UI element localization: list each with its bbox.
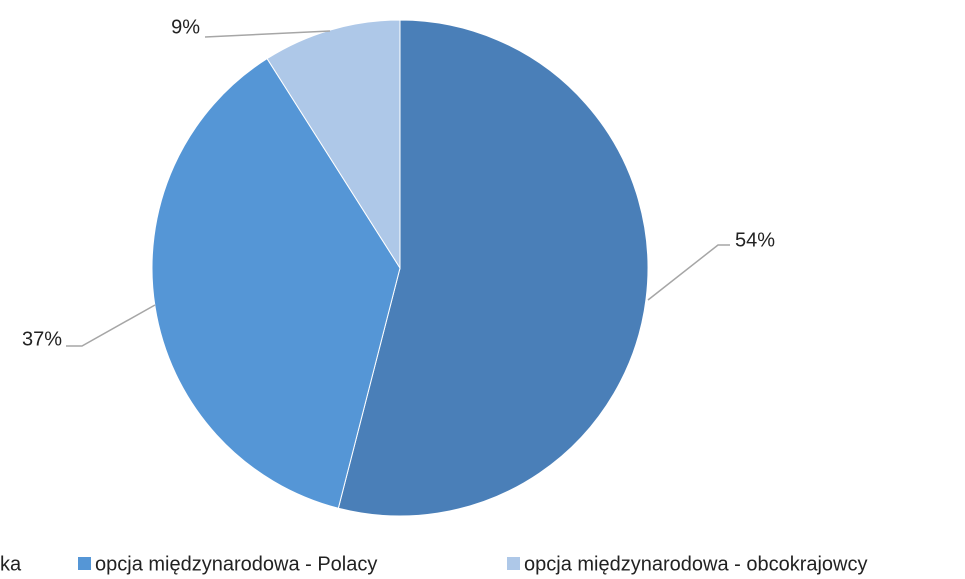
legend-swatch	[507, 557, 520, 570]
legend-label: opcja międzynarodowa - Polacy	[95, 553, 377, 575]
data-label: 37%	[22, 328, 62, 350]
data-label: 9%	[171, 16, 200, 38]
leader-line	[647, 244, 730, 301]
data-label: 54%	[735, 229, 775, 251]
legend-label: ka	[0, 553, 22, 575]
legend-swatch	[78, 557, 91, 570]
pie-slice	[266, 19, 401, 270]
leader-line	[66, 304, 156, 347]
pie-slice	[337, 19, 649, 517]
legend-label: opcja międzynarodowa - obcokrajowcy	[524, 553, 868, 575]
leader-line	[204, 30, 331, 38]
